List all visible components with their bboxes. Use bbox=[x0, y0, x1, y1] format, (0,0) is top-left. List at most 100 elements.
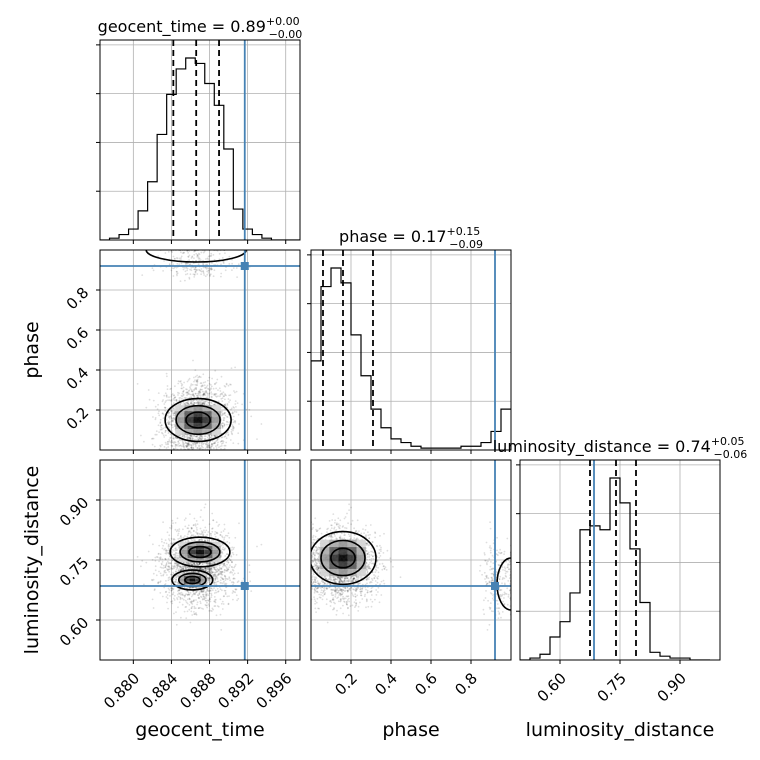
scatter-point bbox=[169, 568, 171, 571]
scatter-point bbox=[198, 402, 201, 404]
scatter-point bbox=[169, 595, 171, 597]
scatter-point bbox=[168, 591, 171, 594]
scatter-point bbox=[328, 520, 331, 522]
scatter-point bbox=[165, 562, 168, 564]
scatter-point bbox=[336, 578, 339, 581]
scatter-point bbox=[184, 517, 187, 520]
scatter-point bbox=[209, 447, 211, 449]
scatter-point bbox=[211, 435, 213, 437]
scatter-point bbox=[216, 568, 219, 570]
scatter-point bbox=[198, 539, 201, 541]
scatter-point bbox=[183, 610, 186, 613]
scatter-point bbox=[178, 568, 181, 570]
scatter-point bbox=[382, 552, 385, 554]
scatter-point bbox=[180, 251, 182, 254]
scatter-point bbox=[224, 398, 226, 401]
scatter-point bbox=[175, 562, 178, 564]
density-cell bbox=[189, 575, 196, 579]
scatter-point bbox=[195, 562, 198, 564]
scatter-point bbox=[361, 587, 364, 590]
scatter-point bbox=[171, 602, 174, 605]
scatter-point bbox=[198, 376, 201, 378]
scatter-point bbox=[167, 441, 170, 443]
scatter-point bbox=[508, 568, 510, 570]
scatter-point bbox=[193, 613, 196, 615]
scatter-point bbox=[178, 589, 181, 592]
scatter-point bbox=[227, 532, 230, 535]
scatter-point bbox=[214, 578, 217, 580]
scatter-point bbox=[197, 594, 200, 597]
scatter-point bbox=[208, 567, 210, 569]
scatter-point bbox=[187, 524, 190, 527]
scatter-point bbox=[237, 442, 240, 445]
scatter-point bbox=[211, 571, 214, 574]
scatter-point bbox=[167, 565, 170, 567]
scatter-point bbox=[205, 268, 208, 270]
scatter-point bbox=[184, 273, 187, 276]
scatter-point bbox=[207, 272, 210, 274]
scatter-point bbox=[188, 377, 191, 380]
scatter-point bbox=[223, 423, 226, 426]
scatter-point bbox=[159, 445, 162, 448]
scatter-point bbox=[157, 403, 160, 406]
scatter-point bbox=[177, 592, 180, 594]
scatter-point bbox=[220, 629, 223, 631]
scatter-point bbox=[220, 448, 222, 450]
scatter-point bbox=[193, 517, 196, 520]
scatter-point bbox=[232, 574, 235, 576]
scatter-point bbox=[353, 577, 356, 580]
scatter-point bbox=[205, 567, 208, 570]
contour-level-2 bbox=[171, 569, 214, 591]
scatter-point bbox=[173, 410, 176, 413]
scatter-point bbox=[184, 525, 187, 528]
scatter-point bbox=[199, 402, 202, 404]
scatter-point bbox=[220, 272, 223, 275]
scatter-point bbox=[207, 568, 210, 571]
scatter-point bbox=[184, 436, 187, 438]
scatter-point bbox=[175, 257, 178, 259]
scatter-point bbox=[156, 556, 159, 559]
scatter-point bbox=[198, 391, 201, 393]
scatter-point bbox=[215, 575, 218, 578]
scatter-point bbox=[206, 403, 208, 406]
scatter-point bbox=[194, 445, 197, 448]
scatter-point bbox=[341, 590, 343, 592]
scatter-point bbox=[187, 593, 190, 596]
scatter-point bbox=[223, 385, 226, 387]
scatter-point bbox=[327, 535, 330, 538]
scatter-point bbox=[179, 402, 182, 405]
scatter-point bbox=[189, 263, 192, 265]
hist-panel-luminosity_distance: luminosity_distance = 0.74+0.05 −0.06 bbox=[493, 435, 747, 664]
scatter-point bbox=[206, 533, 209, 536]
scatter-point bbox=[327, 578, 330, 581]
scatter-point bbox=[209, 587, 212, 589]
scatter-point bbox=[200, 509, 203, 511]
scatter-point bbox=[183, 519, 186, 521]
scatter-point bbox=[195, 379, 198, 381]
scatter-point bbox=[349, 605, 352, 607]
scatter-point bbox=[214, 568, 216, 571]
scatter-point bbox=[214, 441, 217, 443]
scatter-point bbox=[212, 275, 215, 278]
scatter-point bbox=[177, 434, 180, 437]
scatter-point bbox=[200, 443, 203, 445]
scatter-point bbox=[169, 423, 172, 426]
scatter-point bbox=[200, 435, 203, 438]
scatter-point bbox=[159, 422, 162, 424]
scatter-point bbox=[320, 580, 323, 583]
scatter-point bbox=[196, 380, 198, 382]
scatter-point bbox=[230, 554, 232, 557]
scatter-point bbox=[183, 444, 185, 446]
scatter-point bbox=[195, 384, 198, 386]
density-cell bbox=[175, 428, 185, 435]
scatter-point bbox=[188, 389, 191, 392]
scatter-point bbox=[183, 251, 185, 254]
scatter-point bbox=[180, 591, 183, 594]
scatter-point bbox=[160, 424, 163, 427]
scatter-point bbox=[189, 434, 192, 437]
scatter-point bbox=[160, 574, 163, 577]
scatter-point bbox=[193, 563, 196, 566]
scatter-point bbox=[198, 563, 201, 566]
scatter-point bbox=[226, 578, 229, 581]
scatter-point bbox=[152, 543, 154, 546]
